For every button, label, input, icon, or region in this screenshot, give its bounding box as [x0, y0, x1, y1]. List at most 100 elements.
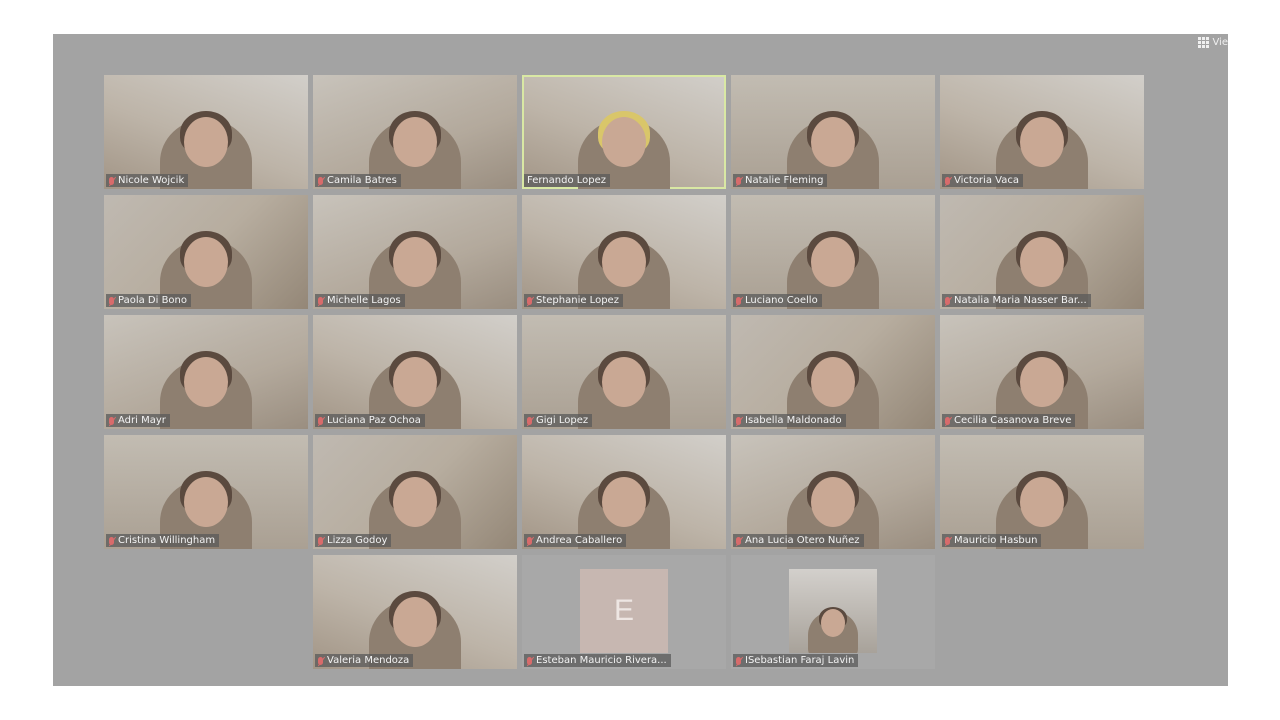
mic-muted-icon — [945, 296, 950, 305]
participant-name-tag: Fernando Lopez — [524, 174, 611, 187]
participant-name-tag: Nicole Wojcik — [106, 174, 189, 187]
grid-view-icon — [1198, 36, 1210, 48]
participant-name-tag: Natalie Fleming — [733, 174, 828, 187]
participant-tile-victoria-vaca[interactable]: Victoria Vaca — [940, 75, 1144, 189]
participant-tile-paola-di-bono[interactable]: Paola Di Bono — [104, 195, 308, 309]
participant-name-tag: Luciano Coello — [733, 294, 822, 307]
participant-name: Adri Mayr — [118, 415, 166, 426]
participant-tile-nicole-wojcik[interactable]: Nicole Wojcik — [104, 75, 308, 189]
participant-tile-natalie-fleming[interactable]: Natalie Fleming — [731, 75, 935, 189]
participant-name-tag: Valeria Mendoza — [315, 654, 414, 667]
mic-muted-icon — [109, 536, 114, 545]
participant-name-tag: Isabella Maldonado — [733, 414, 846, 427]
mic-muted-icon — [736, 656, 741, 665]
mic-muted-icon — [945, 416, 950, 425]
participant-tile-isabella-maldonado[interactable]: Isabella Maldonado — [731, 315, 935, 429]
participant-tile-fernando-lopez[interactable]: Fernando Lopez — [522, 75, 726, 189]
participant-tile-andrea-caballero[interactable]: Andrea Caballero — [522, 435, 726, 549]
mic-muted-icon — [736, 296, 741, 305]
mic-muted-icon — [318, 656, 323, 665]
mic-muted-icon — [527, 296, 532, 305]
participant-video — [578, 351, 670, 429]
participant-name-tag: Lizza Godoy — [315, 534, 392, 547]
participant-name-tag: Adri Mayr — [106, 414, 170, 427]
mic-muted-icon — [318, 176, 323, 185]
participant-video — [787, 111, 879, 189]
avatar — [789, 569, 877, 653]
participant-video — [787, 231, 879, 309]
participant-name-tag: Mauricio Hasbun — [942, 534, 1042, 547]
participant-name: Luciano Coello — [745, 295, 818, 306]
participant-name: Luciana Paz Ochoa — [327, 415, 421, 426]
mic-muted-icon — [318, 296, 323, 305]
participant-name: Esteban Mauricio Rivera... — [536, 655, 667, 666]
mic-muted-icon — [527, 536, 532, 545]
view-button-label: Vie — [1212, 36, 1228, 48]
participant-name-tag: Victoria Vaca — [942, 174, 1023, 187]
participant-name: Cecilia Casanova Breve — [954, 415, 1072, 426]
participant-name-tag: Stephanie Lopez — [524, 294, 623, 307]
participant-tile-michelle-lagos[interactable]: Michelle Lagos — [313, 195, 517, 309]
participant-name: Natalia Maria Nasser Bar... — [954, 295, 1087, 306]
participant-tile-cecilia-casanova-breve[interactable]: Cecilia Casanova Breve — [940, 315, 1144, 429]
participant-name: Cristina Willingham — [118, 535, 216, 546]
participant-tile-luciano-coello[interactable]: Luciano Coello — [731, 195, 935, 309]
participant-video — [369, 591, 461, 669]
participant-name: Andrea Caballero — [536, 535, 623, 546]
participant-tile-luciana-paz-ochoa[interactable]: Luciana Paz Ochoa — [313, 315, 517, 429]
mic-muted-icon — [736, 176, 741, 185]
participant-tile-gigi-lopez[interactable]: Gigi Lopez — [522, 315, 726, 429]
mic-muted-icon — [318, 416, 323, 425]
participant-tile-camila-batres[interactable]: Camila Batres — [313, 75, 517, 189]
mic-muted-icon — [945, 176, 950, 185]
participant-tile-stephanie-lopez[interactable]: Stephanie Lopez — [522, 195, 726, 309]
participant-name-tag: ISebastian Faraj Lavin — [733, 654, 859, 667]
participant-name: Michelle Lagos — [327, 295, 401, 306]
participant-tile-natalia-maria-nasser[interactable]: Natalia Maria Nasser Bar... — [940, 195, 1144, 309]
participant-name: Stephanie Lopez — [536, 295, 619, 306]
participant-name-tag: Paola Di Bono — [106, 294, 192, 307]
participant-name: Camila Batres — [327, 175, 397, 186]
participant-video — [996, 471, 1088, 549]
participant-tile-mauricio-hasbun[interactable]: Mauricio Hasbun — [940, 435, 1144, 549]
participant-name: Fernando Lopez — [527, 175, 607, 186]
mic-muted-icon — [736, 416, 741, 425]
participant-profile-photo — [808, 607, 858, 653]
participant-name: Gigi Lopez — [536, 415, 589, 426]
participant-name: Mauricio Hasbun — [954, 535, 1038, 546]
avatar: E — [580, 569, 668, 653]
participant-name-tag: Andrea Caballero — [524, 534, 627, 547]
participant-name-tag: Cecilia Casanova Breve — [942, 414, 1076, 427]
participant-name: Nicole Wojcik — [118, 175, 185, 186]
participant-name: Victoria Vaca — [954, 175, 1019, 186]
participant-name-tag: Camila Batres — [315, 174, 401, 187]
participant-tile-isebastian-faraj-lavin[interactable]: ISebastian Faraj Lavin — [731, 555, 935, 669]
video-gallery-window: Vie Nicole Wojcik Camila Batres Fernando… — [53, 34, 1228, 686]
mic-muted-icon — [109, 296, 114, 305]
mic-muted-icon — [318, 536, 323, 545]
participant-name: Natalie Fleming — [745, 175, 824, 186]
mic-muted-icon — [109, 176, 114, 185]
participant-name: Paola Di Bono — [118, 295, 188, 306]
participant-tile-cristina-willingham[interactable]: Cristina Willingham — [104, 435, 308, 549]
view-button[interactable]: Vie — [1198, 35, 1228, 49]
mic-muted-icon — [527, 656, 532, 665]
participant-tile-valeria-mendoza[interactable]: Valeria Mendoza — [313, 555, 517, 669]
participant-name-tag: Esteban Mauricio Rivera... — [524, 654, 671, 667]
mic-muted-icon — [945, 536, 950, 545]
participant-video — [369, 231, 461, 309]
participant-video — [578, 111, 670, 189]
mic-muted-icon — [109, 416, 114, 425]
avatar-letter: E — [613, 594, 634, 627]
participant-tile-ana-lucia-otero-nunez[interactable]: Ana Lucia Otero Nuñez — [731, 435, 935, 549]
participant-name: ISebastian Faraj Lavin — [745, 655, 855, 666]
participant-video — [160, 351, 252, 429]
participant-tile-adri-mayr[interactable]: Adri Mayr — [104, 315, 308, 429]
participant-name: Ana Lucia Otero Nuñez — [745, 535, 860, 546]
participant-name-tag: Ana Lucia Otero Nuñez — [733, 534, 864, 547]
mic-muted-icon — [736, 536, 741, 545]
participant-tile-lizza-godoy[interactable]: Lizza Godoy — [313, 435, 517, 549]
participant-tile-esteban-mauricio-rivera[interactable]: E Esteban Mauricio Rivera... — [522, 555, 726, 669]
participant-name: Lizza Godoy — [327, 535, 388, 546]
participant-name: Valeria Mendoza — [327, 655, 410, 666]
